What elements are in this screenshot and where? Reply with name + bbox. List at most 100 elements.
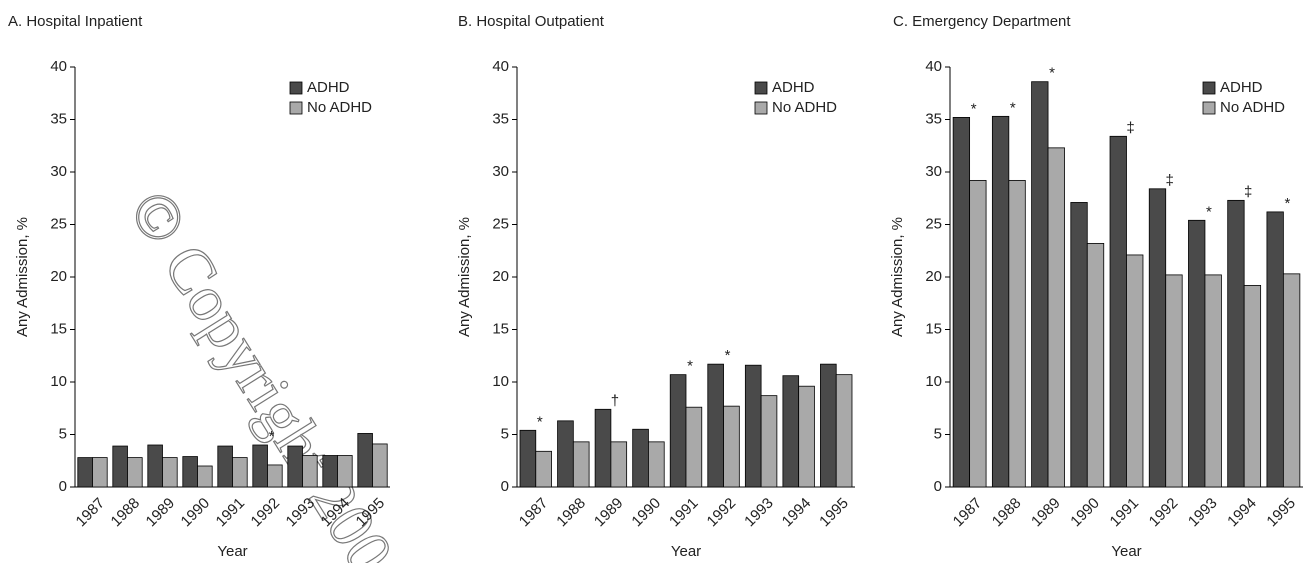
legend-label: ADHD (1220, 79, 1263, 96)
x-tick-label: 1995 (1263, 495, 1299, 531)
significance-marker: * (1206, 203, 1212, 220)
significance-marker: ‡ (1244, 183, 1252, 200)
significance-marker: * (537, 413, 543, 430)
panel-title: C. Emergency Department (893, 13, 1071, 30)
y-tick-label: 0 (934, 478, 942, 495)
x-tick-label: 1989 (1028, 495, 1064, 531)
bar (162, 457, 178, 488)
bar (1031, 81, 1049, 488)
significance-marker: * (687, 358, 693, 375)
y-tick-label: 5 (934, 425, 942, 442)
x-tick-label: 1993 (741, 495, 777, 531)
bar (337, 455, 353, 488)
y-tick-label: 10 (50, 373, 67, 390)
y-axis-label: Any Admission, % (889, 217, 906, 337)
significance-marker: ‡ (1126, 119, 1134, 136)
x-axis-label: Year (217, 543, 247, 560)
bar (127, 457, 143, 488)
bar (217, 445, 233, 488)
y-tick-label: 30 (492, 163, 509, 180)
bar (572, 441, 590, 488)
x-tick-label: 1991 (666, 495, 702, 531)
x-tick-label: 1994 (1224, 495, 1260, 531)
x-tick-label: 1992 (1146, 495, 1182, 531)
x-axis-label: Year (671, 543, 701, 560)
bar (1282, 273, 1301, 488)
x-tick-label: 1988 (108, 495, 144, 531)
legend-label: No ADHD (1220, 99, 1285, 116)
bar (197, 465, 213, 488)
significance-marker: ‡ (1166, 172, 1174, 189)
legend-swatch (1202, 101, 1216, 115)
x-tick-label: 1989 (143, 495, 179, 531)
bar (112, 445, 128, 488)
bar (969, 179, 987, 488)
x-tick-label: 1992 (248, 495, 284, 531)
x-tick-label: 1987 (73, 495, 109, 531)
x-tick-label: 1988 (989, 495, 1025, 531)
y-tick-label: 30 (925, 163, 942, 180)
legend-label: No ADHD (772, 99, 837, 116)
bar (519, 429, 537, 488)
bar (557, 420, 574, 488)
bar (302, 455, 318, 488)
y-tick-label: 15 (492, 320, 509, 337)
x-tick-label: 1988 (553, 495, 589, 531)
significance-marker: * (269, 428, 275, 445)
y-tick-label: 35 (925, 110, 942, 127)
bar (357, 433, 373, 488)
bar (1188, 219, 1206, 488)
bar (1047, 147, 1065, 488)
x-axis-label: Year (1111, 543, 1141, 560)
x-tick-label: 1994 (779, 495, 815, 531)
legend-label: ADHD (772, 79, 815, 96)
y-tick-label: 10 (925, 373, 942, 390)
y-tick-label: 15 (925, 320, 942, 337)
bar (232, 457, 248, 488)
x-tick-label: 1990 (628, 495, 664, 531)
significance-marker: * (971, 100, 977, 117)
bar (1148, 188, 1167, 488)
y-tick-label: 35 (492, 110, 509, 127)
y-tick-label: 40 (492, 58, 509, 75)
y-axis-label: Any Admission, % (456, 217, 473, 337)
bar (147, 444, 163, 488)
y-tick-label: 20 (925, 268, 942, 285)
y-tick-label: 10 (492, 373, 509, 390)
x-tick-label: 1993 (1185, 495, 1221, 531)
x-tick-label: 1990 (178, 495, 214, 531)
bar (669, 374, 687, 488)
legend-label: ADHD (307, 79, 350, 96)
bar (632, 428, 649, 488)
bar (798, 385, 815, 488)
bar (322, 455, 338, 488)
bar (1266, 211, 1284, 488)
x-tick-label: 1991 (213, 495, 249, 531)
y-tick-label: 0 (501, 478, 509, 495)
bar (991, 115, 1010, 488)
y-tick-label: 40 (50, 58, 67, 75)
y-tick-label: 25 (50, 215, 67, 232)
x-tick-label: 1989 (591, 495, 627, 531)
x-tick-label: 1987 (950, 495, 986, 531)
bar (744, 364, 762, 488)
y-tick-label: 5 (501, 425, 509, 442)
y-tick-label: 25 (925, 215, 942, 232)
y-tick-label: 40 (925, 58, 942, 75)
y-tick-label: 15 (50, 320, 67, 337)
bar (648, 441, 665, 488)
bar (760, 395, 778, 488)
significance-marker: † (611, 392, 619, 409)
bar (1109, 135, 1127, 488)
bar (1204, 274, 1222, 488)
y-tick-label: 30 (50, 163, 67, 180)
y-tick-label: 0 (59, 478, 67, 495)
significance-marker: * (725, 347, 731, 364)
bar (77, 457, 93, 488)
y-tick-label: 25 (492, 215, 509, 232)
y-tick-label: 20 (50, 268, 67, 285)
bar (952, 117, 971, 488)
x-tick-label: 1990 (1067, 495, 1103, 531)
bar (1227, 199, 1245, 488)
bar (1070, 202, 1088, 488)
